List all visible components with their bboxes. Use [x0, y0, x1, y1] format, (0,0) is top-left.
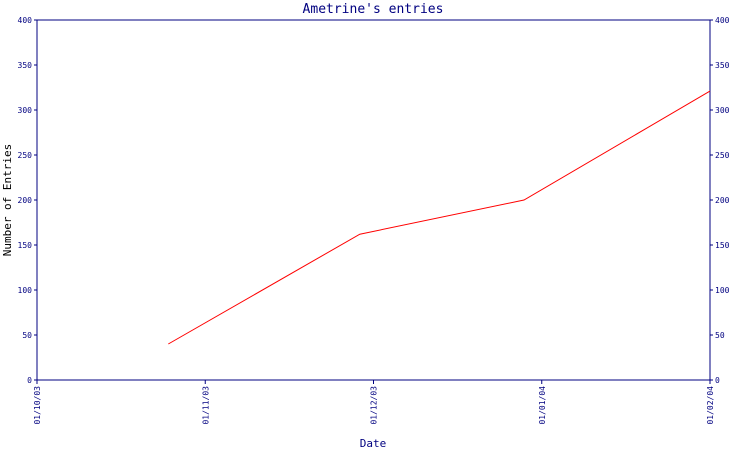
y-tick-label-right: 200: [715, 196, 730, 205]
chart-title: Ametrine's entries: [303, 2, 444, 17]
y-tick-label-right: 350: [715, 61, 730, 70]
x-tick-label: 01/12/03: [370, 386, 379, 425]
series-line: [168, 90, 711, 345]
y-tick-label-left: 150: [18, 241, 33, 250]
y-tick-label-right: 250: [715, 151, 730, 160]
y-axis-left: 0 50 100 150 200 250 300 350 400: [18, 16, 37, 385]
y-tick-label-right: 50: [715, 331, 725, 340]
y-tick-label-right: 400: [715, 16, 730, 25]
y-tick-label-left: 50: [22, 331, 32, 340]
x-tick-label: 01/01/04: [538, 386, 547, 425]
y-tick-label-right: 150: [715, 241, 730, 250]
x-axis-label: Date: [360, 437, 387, 450]
x-tick-label: 01/11/03: [201, 386, 210, 425]
y-tick-label-left: 0: [27, 376, 32, 385]
y-tick-label-left: 350: [18, 61, 33, 70]
y-tick-label-right: 300: [715, 106, 730, 115]
series-group: [168, 90, 711, 345]
x-tick-label: 01/02/04: [706, 386, 715, 425]
y-tick-label-left: 250: [18, 151, 33, 160]
y-tick-label-right: 100: [715, 286, 730, 295]
y-tick-label-left: 200: [18, 196, 33, 205]
y-tick-label-left: 400: [18, 16, 33, 25]
y-tick-label-left: 100: [18, 286, 33, 295]
x-axis: 01/10/03 01/11/03 01/12/03 01/01/04 01/02/04: [33, 380, 715, 425]
y-axis-right: 0 50 100 150 200 250 300 350 400: [710, 16, 730, 385]
x-tick-label: 01/10/03: [33, 386, 42, 425]
y-tick-label-right: 0: [715, 376, 720, 385]
y-axis-label: Number of Entries: [1, 144, 14, 257]
plot-frame: [36, 19, 711, 381]
y-tick-label-left: 300: [18, 106, 33, 115]
